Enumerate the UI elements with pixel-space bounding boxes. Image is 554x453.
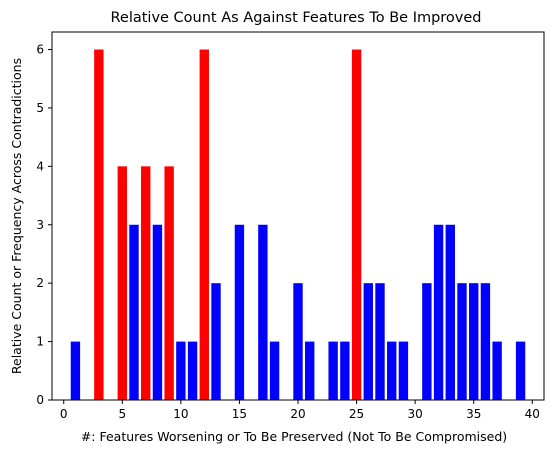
bar-13	[211, 283, 221, 400]
bar-23	[328, 341, 338, 400]
bar-5	[117, 166, 127, 400]
y-tick-label: 3	[36, 218, 44, 232]
y-tick-label: 4	[36, 159, 44, 173]
x-tick-label: 5	[118, 407, 126, 421]
x-axis-label: #: Features Worsening or To Be Preserved…	[81, 429, 507, 444]
bar-20	[293, 283, 303, 400]
bar-39	[515, 341, 526, 400]
plot-frame	[51, 31, 545, 401]
bar-29	[398, 341, 409, 400]
bar-10	[176, 341, 186, 400]
y-tick-label: 1	[36, 335, 44, 349]
bar-24	[340, 341, 350, 400]
x-tick-label: 30	[408, 407, 423, 421]
bar-17	[258, 224, 268, 400]
bar-33	[445, 224, 455, 400]
bar-15	[234, 224, 245, 400]
y-axis-label: Relative Count or Frequency Across Contr…	[9, 58, 24, 374]
bar-32	[433, 224, 444, 400]
bar-31	[422, 283, 432, 400]
bar-12	[199, 49, 209, 401]
bar-9	[164, 166, 174, 400]
bar-27	[375, 283, 385, 400]
x-tick-label: 40	[525, 407, 540, 421]
bar-3	[94, 49, 104, 401]
bars-layer	[70, 49, 526, 401]
y-axis-ticks: 0 1 2 3 4 5 6	[36, 43, 52, 407]
y-tick-label: 6	[36, 43, 44, 57]
chart-title: Relative Count As Against Features To Be…	[110, 10, 481, 26]
bar-8	[152, 224, 163, 400]
bar-7	[141, 166, 151, 400]
bar-25	[351, 49, 362, 401]
x-tick-label: 35	[466, 407, 481, 421]
y-tick-label: 5	[36, 101, 44, 115]
x-tick-label: 0	[60, 407, 68, 421]
y-tick-label: 0	[36, 393, 44, 407]
x-axis-ticks: 0 5 10 15 20 25 30 35 40	[60, 400, 540, 421]
bar-26	[363, 283, 373, 400]
bar-6	[129, 224, 139, 400]
x-tick-label: 25	[349, 407, 364, 421]
bar-21	[305, 341, 315, 400]
bar-37	[492, 341, 502, 400]
y-tick-label: 2	[36, 276, 44, 290]
bar-35	[469, 283, 479, 400]
bar-1	[70, 341, 81, 400]
bar-34	[457, 283, 467, 400]
bar-36	[480, 283, 491, 400]
x-tick-label: 15	[232, 407, 247, 421]
bar-11	[187, 341, 198, 400]
bar-18	[269, 341, 280, 400]
x-tick-label: 20	[290, 407, 305, 421]
x-tick-label: 10	[173, 407, 188, 421]
bar-28	[387, 341, 397, 400]
